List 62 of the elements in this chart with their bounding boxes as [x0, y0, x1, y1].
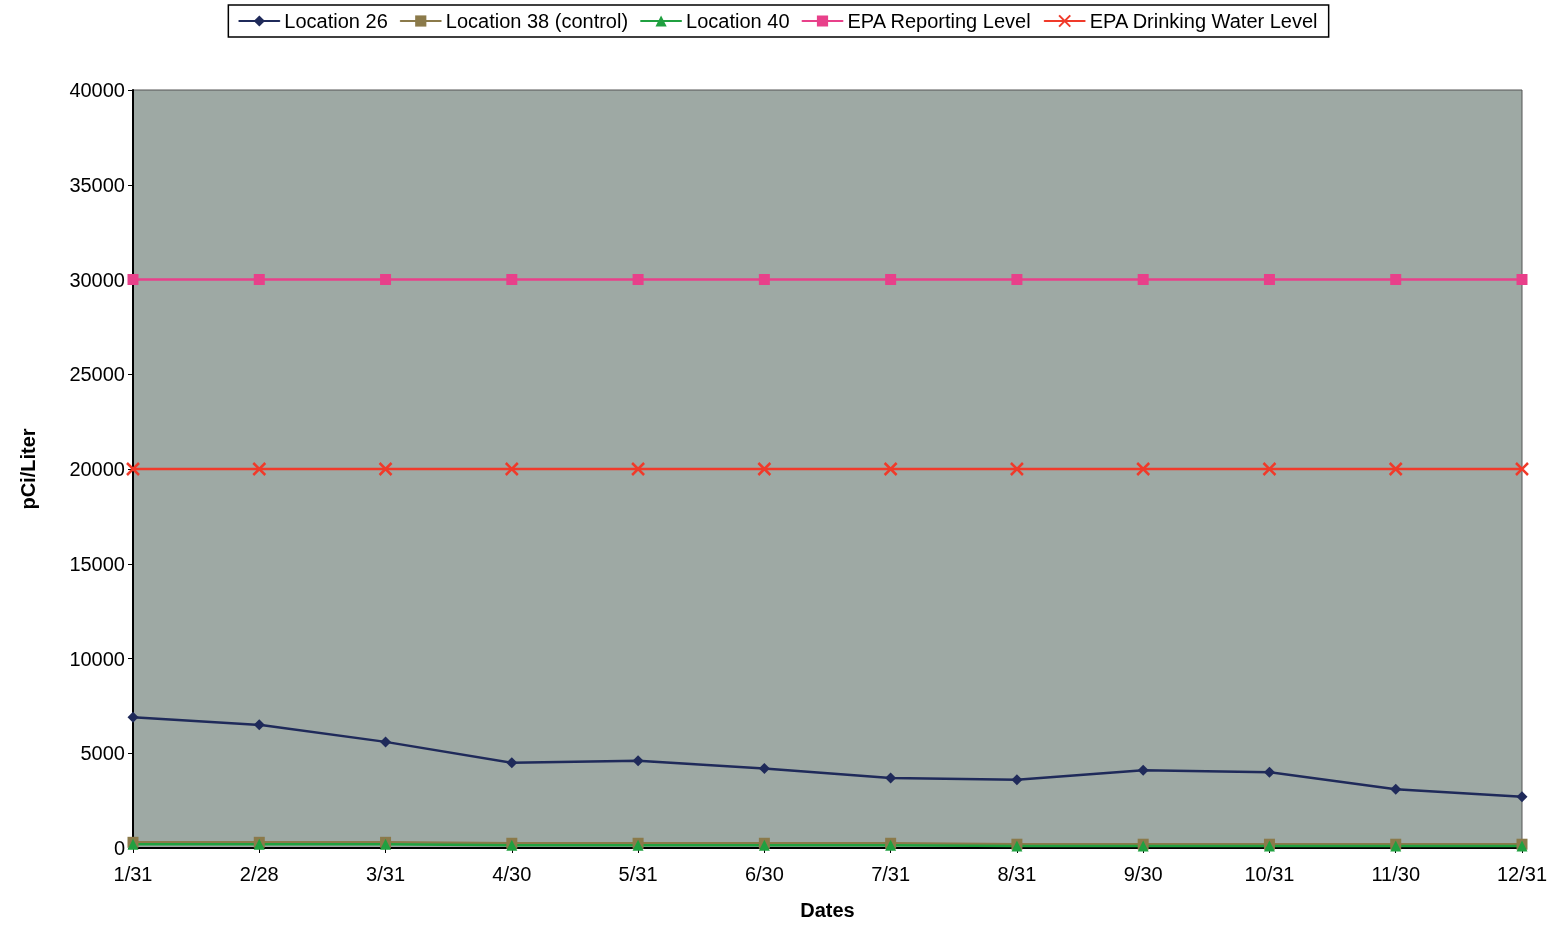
y-tick-label: 5000	[80, 742, 125, 765]
legend-label: EPA Reporting Level	[847, 10, 1031, 32]
y-tick-label: 15000	[69, 552, 125, 575]
point	[127, 711, 139, 723]
legend-label: Location 26	[284, 10, 388, 32]
x-tick-label: 3/31	[366, 863, 406, 885]
point	[630, 461, 646, 477]
point	[1011, 774, 1023, 786]
point	[1011, 274, 1023, 285]
x-tick-label: 9/30	[1123, 863, 1163, 885]
point	[885, 274, 897, 285]
point	[1137, 764, 1149, 776]
x-tick-label: 7/31	[871, 863, 911, 885]
point	[253, 274, 265, 285]
x-tick-label: 5/31	[618, 863, 658, 885]
point	[1137, 274, 1149, 285]
point	[1262, 461, 1277, 477]
point	[252, 461, 267, 477]
point	[632, 274, 644, 285]
point	[127, 274, 139, 285]
legend-label: EPA Drinking Water Level	[1089, 10, 1318, 32]
y-tick-label: 25000	[69, 363, 125, 386]
y-tick-label: 30000	[69, 268, 125, 291]
point	[758, 762, 770, 774]
point	[506, 274, 518, 285]
x-tick-label: 12/31	[1496, 863, 1548, 885]
y-tick-label: 0	[113, 837, 125, 859]
point	[757, 461, 772, 477]
point	[378, 461, 393, 477]
point	[1263, 274, 1275, 285]
point	[125, 461, 141, 477]
point	[1388, 461, 1403, 477]
x-tick-label: 11/30	[1371, 863, 1421, 885]
point	[632, 755, 644, 767]
x-tick-label: 10/31	[1244, 863, 1295, 885]
point	[1516, 274, 1528, 285]
y-axis-title: pCi/Liter	[17, 428, 39, 510]
legend-label: Location 40	[686, 10, 790, 32]
y-tick-label: 40000	[69, 79, 125, 101]
x-tick-label: 4/30	[492, 863, 532, 885]
point	[1390, 783, 1402, 795]
point	[506, 757, 518, 769]
legend-label: Location 38 (control)	[445, 10, 629, 32]
x-tick-label: 2/28	[239, 863, 279, 885]
x-tick-label: 1/31	[113, 863, 153, 885]
point	[883, 461, 898, 477]
point	[1009, 461, 1025, 477]
point	[380, 274, 392, 285]
y-tick-label: 10000	[69, 647, 125, 670]
x-tick-label: 8/31	[997, 863, 1037, 885]
y-tick-label: 35000	[69, 173, 125, 196]
point	[504, 461, 520, 477]
x-tick-label: 6/30	[744, 863, 784, 885]
y-tick-label: 20000	[69, 458, 125, 480]
point	[1390, 274, 1402, 285]
point	[380, 736, 392, 748]
point	[1516, 791, 1528, 803]
point	[758, 274, 770, 285]
point	[1135, 461, 1151, 477]
x-axis-title: Dates	[800, 899, 855, 921]
point	[253, 719, 265, 731]
point	[1514, 461, 1530, 477]
